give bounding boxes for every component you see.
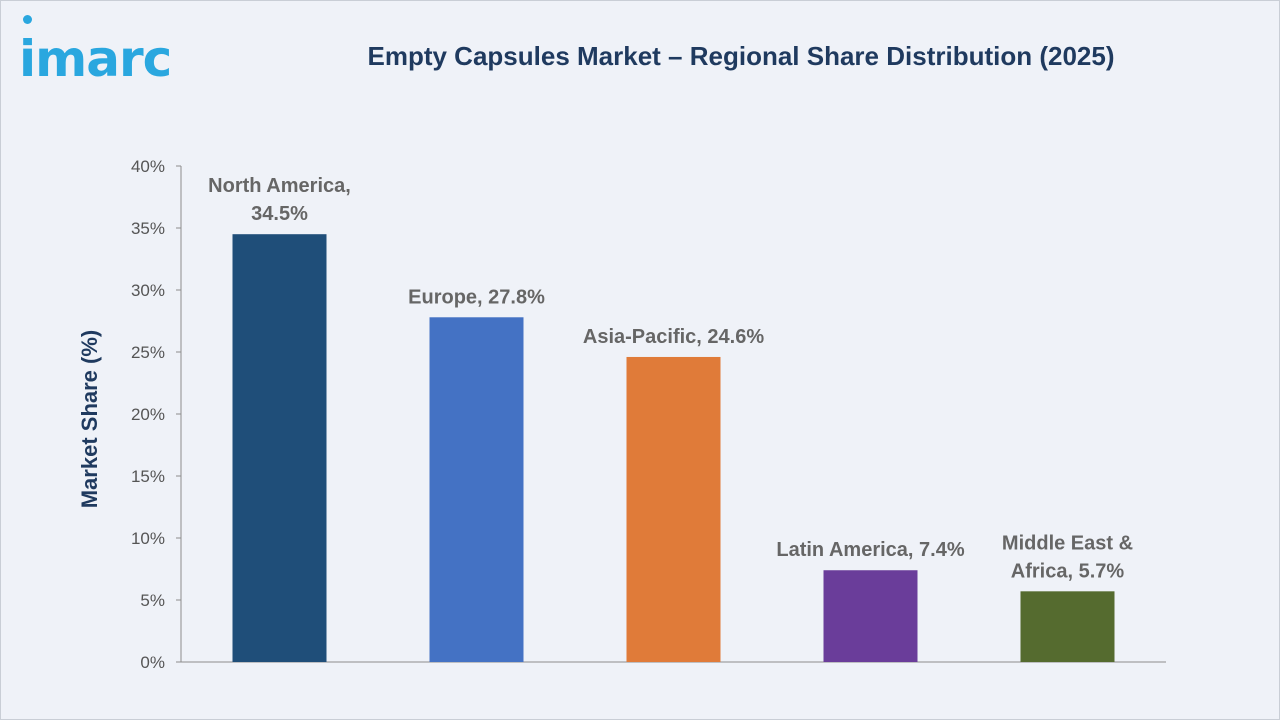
y-axis-label: Market Share (%) [77, 330, 102, 509]
bar-latin-america [823, 570, 918, 662]
bar-europe [429, 317, 524, 662]
y-tick-label: 30% [131, 281, 165, 300]
y-tick-label: 10% [131, 529, 165, 548]
bar-asia-pacific [626, 356, 721, 662]
y-tick-label: 25% [131, 343, 165, 362]
data-label: Middle East & [1002, 532, 1133, 554]
data-label: Asia-Pacific, 24.6% [583, 326, 764, 348]
y-tick-label: 35% [131, 219, 165, 238]
bar-north-america [232, 234, 327, 662]
chart-title: Empty Capsules Market – Regional Share D… [367, 41, 1115, 71]
logo-dot [23, 15, 32, 24]
data-label: North America, [208, 175, 351, 197]
data-label: Latin America, 7.4% [776, 539, 964, 561]
bar-middle-east-africa [1020, 591, 1115, 662]
y-tick-label: 0% [140, 653, 165, 672]
y-tick-label: 5% [140, 591, 165, 610]
data-label: Europe, 27.8% [408, 286, 545, 308]
imarc-logo: imarc [19, 30, 172, 88]
data-label: Africa, 5.7% [1011, 560, 1125, 582]
data-label: 34.5% [251, 203, 308, 225]
y-tick-label: 20% [131, 405, 165, 424]
y-tick-label: 40% [131, 157, 165, 176]
y-tick-label: 15% [131, 467, 165, 486]
